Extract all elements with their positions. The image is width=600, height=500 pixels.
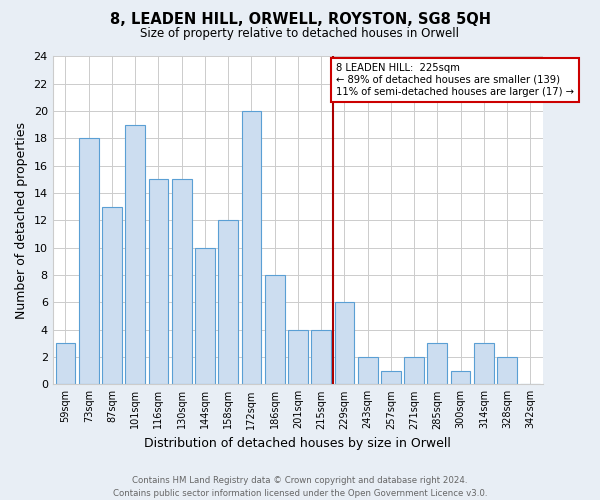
Bar: [474, 344, 494, 384]
Bar: [265, 275, 284, 384]
X-axis label: Distribution of detached houses by size in Orwell: Distribution of detached houses by size …: [145, 437, 451, 450]
Text: 8, LEADEN HILL, ORWELL, ROYSTON, SG8 5QH: 8, LEADEN HILL, ORWELL, ROYSTON, SG8 5QH: [110, 12, 491, 28]
Bar: [195, 248, 215, 384]
Bar: [125, 125, 145, 384]
Y-axis label: Number of detached properties: Number of detached properties: [15, 122, 28, 319]
Bar: [335, 302, 354, 384]
Bar: [358, 357, 377, 384]
Bar: [288, 330, 308, 384]
Bar: [218, 220, 238, 384]
Text: Size of property relative to detached houses in Orwell: Size of property relative to detached ho…: [140, 28, 460, 40]
Bar: [102, 206, 122, 384]
Bar: [497, 357, 517, 384]
Text: 8 LEADEN HILL:  225sqm
← 89% of detached houses are smaller (139)
11% of semi-de: 8 LEADEN HILL: 225sqm ← 89% of detached …: [336, 64, 574, 96]
Bar: [381, 370, 401, 384]
Bar: [404, 357, 424, 384]
Bar: [172, 180, 191, 384]
Bar: [149, 180, 169, 384]
Bar: [242, 111, 261, 384]
Bar: [311, 330, 331, 384]
Bar: [427, 344, 447, 384]
Bar: [79, 138, 98, 384]
Bar: [451, 370, 470, 384]
Text: Contains HM Land Registry data © Crown copyright and database right 2024.
Contai: Contains HM Land Registry data © Crown c…: [113, 476, 487, 498]
Bar: [56, 344, 76, 384]
